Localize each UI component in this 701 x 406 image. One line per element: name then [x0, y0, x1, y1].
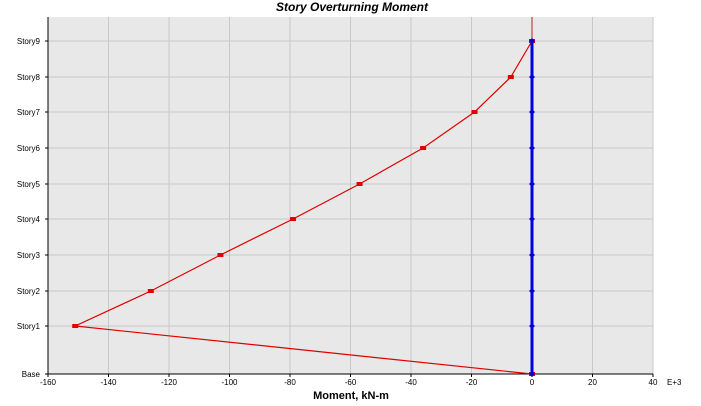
blue-series-point — [529, 109, 535, 115]
red-series-point — [217, 253, 224, 257]
x-tick-label: -60 — [345, 378, 357, 387]
blue-series-point — [529, 145, 535, 151]
y-tick-label: Story3 — [17, 251, 41, 260]
y-tick-label: Story1 — [17, 322, 41, 331]
x-tick-label: -20 — [466, 378, 478, 387]
red-series-point — [356, 182, 363, 186]
blue-series-point — [529, 216, 535, 222]
x-tick-label: -80 — [284, 378, 296, 387]
red-series-point — [147, 289, 154, 293]
y-tick-label: Story7 — [17, 108, 41, 117]
red-series-point — [420, 146, 427, 150]
y-tick-label: Story8 — [17, 73, 41, 82]
x-tick-label: 0 — [530, 378, 535, 387]
blue-series-point — [529, 38, 535, 44]
red-series-line — [72, 40, 533, 375]
x-tick-label: 40 — [649, 378, 658, 387]
series-layer — [72, 38, 535, 377]
x-tick-label: -140 — [100, 378, 117, 387]
x-axis-title: Moment, kN-m — [313, 390, 389, 402]
y-tick-label: Story6 — [17, 144, 41, 153]
grid-layer — [47, 17, 654, 374]
blue-series-point — [529, 371, 535, 377]
blue-series-point — [529, 323, 535, 329]
y-tick-label: Story5 — [17, 180, 41, 189]
x-tick-label: -120 — [161, 378, 178, 387]
y-tick-label: Story9 — [17, 37, 41, 46]
blue-series-point — [529, 181, 535, 187]
x-axis-multiplier-label: E+3 — [667, 378, 682, 387]
chart-title: Story Overturning Moment — [276, 0, 429, 14]
x-tick-label: 20 — [588, 378, 597, 387]
red-series-point — [507, 75, 514, 79]
x-tick-label: -160 — [40, 378, 57, 387]
x-tick-label: -100 — [221, 378, 238, 387]
axis-layer: -160 -140 -120 -100 -80 -60 -40 -20 0 20 40 Base Sto… — [17, 17, 658, 387]
blue-series-point — [529, 288, 535, 294]
x-tick-label: -40 — [405, 378, 417, 387]
red-series-point — [72, 324, 79, 328]
red-series-point — [471, 110, 478, 114]
blue-series-point — [529, 74, 535, 80]
y-tick-label: Story2 — [17, 287, 41, 296]
y-tick-label: Base — [22, 370, 41, 379]
y-tick-label: Story4 — [17, 215, 41, 224]
blue-series-point — [529, 252, 535, 258]
red-series-point — [290, 217, 297, 221]
